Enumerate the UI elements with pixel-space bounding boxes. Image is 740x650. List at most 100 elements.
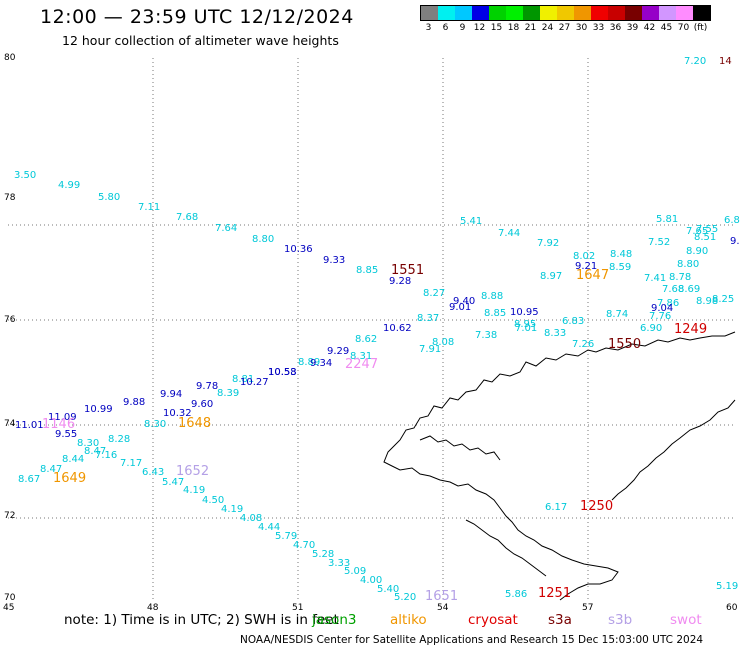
wave-height-value: 8.28 — [108, 434, 130, 445]
coastline-segment — [465, 519, 547, 577]
wave-height-value: 5.19 — [716, 581, 738, 592]
wave-height-value: 8.80 — [677, 259, 699, 270]
wave-height-value: 7.68 — [176, 212, 198, 223]
legend-label: 15 — [490, 23, 503, 33]
wave-height-value: 7.68 — [662, 284, 684, 295]
wave-height-value: 14 — [719, 56, 732, 67]
wave-height-value: 10.62 — [383, 323, 412, 334]
wave-height-value: 7.26 — [572, 339, 594, 350]
latitude-label: 80 — [4, 53, 16, 63]
color-legend: 3 6 9 12 15 18 21 24 27 30 33 36 39 42 45 70 (ft) — [420, 5, 711, 33]
wave-height-value: 1647 — [576, 268, 609, 283]
wave-height-value: 7.01 — [515, 323, 537, 334]
legend-swatch — [489, 6, 506, 20]
latitude-label: 78 — [4, 193, 16, 203]
wave-height-value: 8.85 — [484, 308, 506, 319]
wave-height-value: 8.27 — [423, 288, 445, 299]
legend-swatches — [420, 5, 711, 21]
legend-swatch — [540, 6, 557, 20]
wave-height-value: 8.98 — [696, 296, 718, 307]
satellite-swot: swot — [670, 612, 702, 628]
wave-height-value: 8.88 — [481, 291, 503, 302]
satellite-jason3: jason3 — [312, 612, 357, 628]
wave-height-value: 4.50 — [202, 495, 224, 506]
satellite-s3b: s3b — [608, 612, 633, 628]
wave-height-value: 8.89 — [298, 357, 320, 368]
legend-swatch — [438, 6, 455, 20]
legend-label: 9 — [459, 23, 466, 33]
wave-height-value: 7.16 — [95, 450, 117, 461]
wave-height-value: 1649 — [53, 471, 86, 486]
latitude-label: 76 — [4, 315, 16, 325]
wave-height-value: 8.80 — [252, 234, 274, 245]
wave-height-value: 8.48 — [610, 249, 632, 260]
wave-height-value: 7.38 — [475, 330, 497, 341]
wave-height-value: 7.64 — [215, 223, 237, 234]
wave-height-value: 6.43 — [142, 467, 164, 478]
legend-label: 21 — [524, 23, 537, 33]
wave-height-value: 10.32 — [163, 408, 192, 419]
wave-height-value: 8.51 — [694, 232, 716, 243]
legend-swatch — [625, 6, 642, 20]
wave-height-value: 1652 — [176, 464, 209, 479]
wave-height-value: 4.19 — [183, 485, 205, 496]
wave-height-value: 5.09 — [344, 566, 366, 577]
legend-label: 12 — [473, 23, 486, 33]
wave-height-value: 9.78 — [196, 381, 218, 392]
wave-height-value: 5.41 — [460, 216, 482, 227]
legend-label: 39 — [626, 23, 639, 33]
longitude-label: 57 — [582, 603, 593, 613]
legend-swatch — [506, 6, 523, 20]
wave-height-value: 9.94 — [160, 389, 182, 400]
map-subtitle: 12 hour collection of altimeter wave hei… — [62, 33, 339, 48]
wave-height-value: 8.62 — [355, 334, 377, 345]
wave-height-value: 9.04 — [651, 303, 673, 314]
wave-height-value: 8.25 — [712, 294, 734, 305]
wave-height-value: 5.20 — [394, 592, 416, 603]
legend-swatch — [557, 6, 574, 20]
wave-height-value: 8.30 — [144, 419, 166, 430]
wave-height-value: 9.28 — [389, 276, 411, 287]
wave-height-value: 6.8 — [724, 215, 740, 226]
wave-height-value: 1550 — [608, 337, 641, 352]
wave-height-value: 9.29 — [327, 346, 349, 357]
wave-height-value: 6.17 — [545, 502, 567, 513]
wave-height-value: 8.85 — [356, 265, 378, 276]
wave-height-value: 7.52 — [648, 237, 670, 248]
wave-height-value: 7.55 — [696, 224, 718, 235]
legend-swatch — [421, 6, 438, 20]
wave-height-value: 1551 — [391, 263, 424, 278]
wave-height-value: 8.81 — [232, 374, 254, 385]
wave-height-value: 5.47 — [162, 477, 184, 488]
wave-height-value: 7.76 — [649, 311, 671, 322]
legend-swatch — [523, 6, 540, 20]
wave-height-value: 7.17 — [120, 458, 142, 469]
legend-swatch — [472, 6, 489, 20]
legend-swatch — [693, 6, 710, 20]
legend-label: (ft) — [693, 23, 708, 33]
map-title: 12:00 — 23:59 UTC 12/12/2024 — [40, 6, 354, 28]
wave-height-value: 7.44 — [498, 228, 520, 239]
footer-credit: NOAA/NESDIS Center for Satellite Applica… — [240, 634, 704, 646]
wave-height-value: 9.60 — [191, 399, 213, 410]
longitude-label: 54 — [437, 603, 449, 613]
wave-height-value: 1249 — [674, 322, 707, 337]
wave-height-value: 8.31 — [350, 351, 372, 362]
wave-height-value: 7.92 — [537, 238, 559, 249]
wave-height-value: 9. — [730, 236, 740, 247]
wave-height-value: 1651 — [425, 589, 458, 604]
wave-height-value: 5.86 — [505, 589, 527, 600]
wave-height-value: 9.40 — [453, 296, 475, 307]
coastline-segment — [611, 399, 736, 501]
legend-label: 36 — [609, 23, 622, 33]
note-text: note: 1) Time is in UTC; 2) SWH is in fe… — [64, 612, 339, 628]
greenland-coastline — [383, 331, 736, 601]
latitude-label: 74 — [4, 419, 16, 429]
wave-height-value: 10.99 — [84, 404, 113, 415]
legend-label: 6 — [442, 23, 449, 33]
wave-height-value: 8.08 — [432, 337, 454, 348]
legend-swatch — [591, 6, 608, 20]
wave-height-value: 7.20 — [684, 56, 706, 67]
wave-height-value: 4.70 — [293, 540, 315, 551]
